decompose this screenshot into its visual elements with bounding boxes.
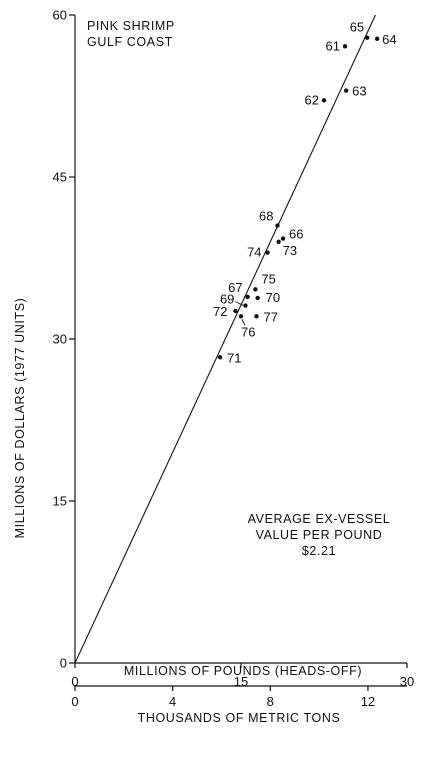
data-point-66 [280, 236, 286, 241]
data-label-72: 72 [213, 304, 227, 319]
data-point-72 [233, 308, 238, 314]
fit-note-line-2: VALUE PER POUND [256, 528, 383, 542]
data-label-61: 61 [326, 38, 340, 53]
data-label-77: 77 [263, 309, 277, 324]
data-point-61 [342, 44, 348, 49]
y-tick-label: 45 [53, 170, 67, 185]
data-point-74 [265, 250, 270, 255]
x2-tick-label: 4 [169, 694, 176, 709]
data-label-67: 67 [228, 280, 242, 295]
x-tick-label: 0 [71, 674, 78, 689]
leader-line-69 [235, 301, 244, 306]
data-point-64 [374, 36, 380, 41]
data-point-65 [364, 35, 370, 40]
data-point-69 [243, 303, 248, 308]
data-point-75 [253, 287, 258, 292]
data-point-71 [217, 355, 223, 360]
fit-line-group [74, 14, 376, 664]
data-point-62 [321, 98, 327, 103]
data-point-77 [254, 314, 259, 319]
data-point-76 [238, 314, 244, 319]
x-tick-label: 15 [234, 674, 248, 689]
x2-tick-label: 8 [267, 694, 274, 709]
chart-title-line-1: PINK SHRIMP [87, 19, 175, 33]
fit-note-line-1: AVERAGE EX-VESSEL [248, 512, 391, 526]
data-label-66: 66 [289, 227, 303, 242]
y-tick-label: 15 [53, 494, 67, 509]
axes [69, 14, 408, 691]
data-point-68 [275, 223, 280, 228]
data-label-74: 74 [247, 245, 261, 260]
data-label-70: 70 [266, 290, 280, 305]
fit-line [74, 14, 376, 664]
data-label-65: 65 [350, 20, 364, 35]
y-tick-label: 0 [60, 656, 67, 671]
data-point-73 [276, 239, 281, 244]
x2-axis-label: THOUSANDS OF METRIC TONS [138, 711, 341, 725]
chart-title-line-2: GULF COAST [87, 35, 173, 49]
data-label-62: 62 [305, 92, 319, 107]
data-label-68: 68 [259, 209, 273, 224]
data-point-63 [343, 88, 349, 93]
data-label-71: 71 [227, 350, 241, 365]
data-label-75: 75 [261, 271, 275, 286]
y-tick-label: 60 [53, 8, 67, 23]
x2-tick-label: 0 [71, 694, 78, 709]
data-point-70 [255, 295, 260, 301]
leader-line-76 [241, 319, 246, 326]
x2-tick-label: 12 [361, 694, 375, 709]
fit-note-line-3: $2.21 [302, 544, 336, 558]
tick-labels: 0 15 30 45 60 0 15 30 0 4 8 12 [53, 8, 415, 710]
data-label-69: 69 [220, 292, 234, 307]
data-label-64: 64 [382, 32, 396, 47]
data-label-73: 73 [283, 243, 297, 258]
data-label-63: 63 [352, 84, 366, 99]
y-tick-label: 30 [53, 332, 67, 347]
y-axis-label: MILLIONS OF DOLLARS (1977 UNITS) [13, 298, 27, 539]
data-label-76: 76 [241, 324, 255, 339]
x-tick-label: 30 [400, 674, 414, 689]
x-axis-label: MILLIONS OF POUNDS (HEADS-OFF) [124, 664, 362, 678]
data-point-67 [245, 294, 250, 300]
